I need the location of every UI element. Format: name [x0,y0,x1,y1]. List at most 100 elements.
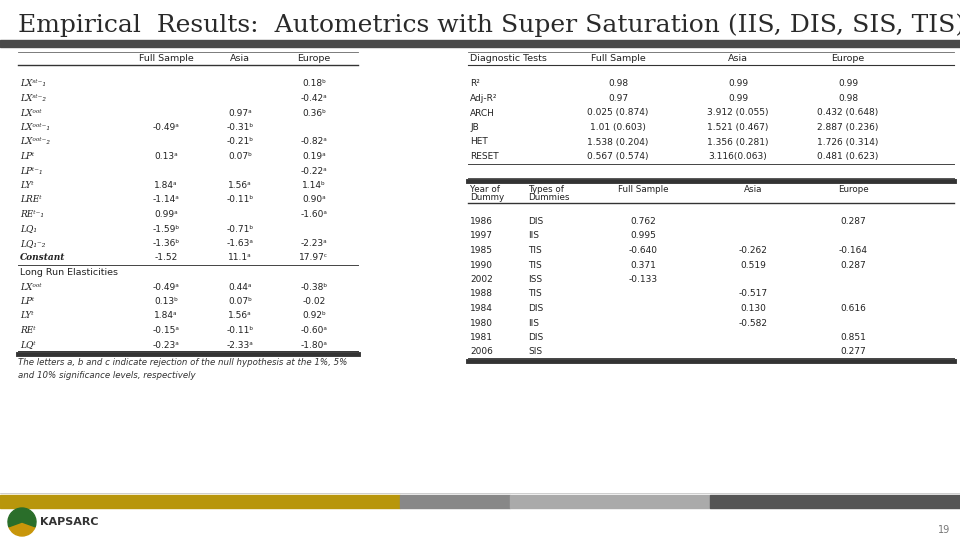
Text: 1.356 (0.281): 1.356 (0.281) [708,138,769,146]
Text: Dummy: Dummy [470,192,504,201]
Text: -1.14ᵃ: -1.14ᵃ [153,195,180,205]
Text: LXᵒᵒᵗ⁻₂: LXᵒᵒᵗ⁻₂ [20,138,50,146]
Text: -0.49ᵃ: -0.49ᵃ [153,282,180,292]
Text: SIS: SIS [528,348,542,356]
Text: 0.99: 0.99 [728,94,748,103]
Text: LREᵗ: LREᵗ [20,195,41,205]
Text: 0.98: 0.98 [838,94,858,103]
Text: -0.517: -0.517 [738,289,768,299]
Text: Asia: Asia [728,54,748,63]
Text: -0.71ᵇ: -0.71ᵇ [227,225,253,233]
Text: LYᵗ: LYᵗ [20,181,34,190]
Text: DIS: DIS [528,304,543,313]
Text: 0.481 (0.623): 0.481 (0.623) [817,152,878,161]
Text: 1986: 1986 [470,217,493,226]
Text: -1.36ᵇ: -1.36ᵇ [153,239,180,248]
Text: 0.13ᵃ: 0.13ᵃ [155,152,178,161]
Text: Adj-R²: Adj-R² [470,94,497,103]
Text: 0.92ᵇ: 0.92ᵇ [302,312,326,321]
Text: LPᵗ⁻₁: LPᵗ⁻₁ [20,166,42,176]
Text: ARCH: ARCH [470,109,494,118]
Text: 1.84ᵃ: 1.84ᵃ [155,312,178,321]
Text: 3.116(0.063): 3.116(0.063) [708,152,767,161]
Text: 3.912 (0.055): 3.912 (0.055) [708,109,769,118]
Text: LXᵒᵒᵗ⁻₁: LXᵒᵒᵗ⁻₁ [20,123,50,132]
Text: LXᵒᵒᵗ: LXᵒᵒᵗ [20,109,41,118]
Text: 0.025 (0.874): 0.025 (0.874) [588,109,649,118]
Text: 0.99ᵃ: 0.99ᵃ [155,210,178,219]
Text: 0.432 (0.648): 0.432 (0.648) [817,109,878,118]
Text: -0.11ᵇ: -0.11ᵇ [227,326,253,335]
Text: KAPSARC: KAPSARC [40,517,99,527]
Text: HET: HET [470,138,488,146]
Text: -1.52: -1.52 [155,253,178,262]
Text: 0.371: 0.371 [630,260,656,269]
Text: DIS: DIS [528,217,543,226]
Wedge shape [8,508,36,527]
Text: 0.130: 0.130 [740,304,766,313]
Text: LXᵒᵒᵗ: LXᵒᵒᵗ [20,282,41,292]
Text: 0.36ᵇ: 0.36ᵇ [302,109,326,118]
Bar [400,495,510,508]
Text: 1997: 1997 [470,232,493,240]
Text: 0.995: 0.995 [630,232,656,240]
Text: 1.521 (0.467): 1.521 (0.467) [708,123,769,132]
Text: 1988: 1988 [470,289,493,299]
Text: LQᵗ: LQᵗ [20,341,36,349]
Text: -0.11ᵇ: -0.11ᵇ [227,195,253,205]
Text: ISS: ISS [528,275,542,284]
Text: LPᵗ: LPᵗ [20,297,35,306]
Text: The letters a, b and c indicate rejection of the null hypothesis at the 1%, 5%
a: The letters a, b and c indicate rejectio… [18,358,348,380]
Text: Empirical  Results:  Autometrics with Super Saturation (IIS, DIS, SIS, TIS): Empirical Results: Autometrics with Supe… [18,13,960,37]
Text: Asia: Asia [230,54,250,63]
Text: TIS: TIS [528,289,541,299]
Text: 0.18ᵇ: 0.18ᵇ [302,79,326,89]
Text: Europe: Europe [838,185,868,193]
Text: Constant: Constant [20,253,65,262]
Text: 0.07ᵇ: 0.07ᵇ [228,152,252,161]
Text: 0.19ᵃ: 0.19ᵃ [302,152,325,161]
Bar [510,495,710,508]
Text: -0.15ᵃ: -0.15ᵃ [153,326,180,335]
Text: -0.23ᵃ: -0.23ᵃ [153,341,180,349]
Text: -1.60ᵃ: -1.60ᵃ [300,210,327,219]
Text: 0.851: 0.851 [840,333,866,342]
Text: -0.22ᵃ: -0.22ᵃ [300,166,327,176]
Text: 0.90ᵃ: 0.90ᵃ [302,195,325,205]
Text: 0.287: 0.287 [840,260,866,269]
Text: 0.44ᵃ: 0.44ᵃ [228,282,252,292]
Text: -0.38ᵇ: -0.38ᵇ [300,282,327,292]
Text: 17.97ᶜ: 17.97ᶜ [300,253,328,262]
Text: -0.42ᵃ: -0.42ᵃ [300,94,327,103]
Text: -0.640: -0.640 [629,246,658,255]
Text: 1.56ᵃ: 1.56ᵃ [228,312,252,321]
Text: 1985: 1985 [470,246,493,255]
Text: -0.60ᵃ: -0.60ᵃ [300,326,327,335]
Text: 0.98: 0.98 [608,79,628,89]
Text: -2.33ᵃ: -2.33ᵃ [227,341,253,349]
Text: 1.84ᵃ: 1.84ᵃ [155,181,178,190]
Text: -2.23ᵃ: -2.23ᵃ [300,239,327,248]
Text: 0.13ᵇ: 0.13ᵇ [154,297,178,306]
Text: -0.262: -0.262 [738,246,767,255]
Text: IIS: IIS [528,319,539,327]
Text: -1.80ᵃ: -1.80ᵃ [300,341,327,349]
Text: LQ₁⁻₂: LQ₁⁻₂ [20,239,45,248]
Text: Diagnostic Tests: Diagnostic Tests [470,54,547,63]
Text: -0.02: -0.02 [302,297,325,306]
Text: RESET: RESET [470,152,498,161]
Text: LXˢᵗ⁻₁: LXˢᵗ⁻₁ [20,79,46,89]
Text: -1.59ᵇ: -1.59ᵇ [153,225,180,233]
Text: -0.582: -0.582 [738,319,767,327]
Text: TIS: TIS [528,260,541,269]
Text: LPᵗ: LPᵗ [20,152,35,161]
Text: Year of: Year of [470,185,500,193]
Text: 0.07ᵇ: 0.07ᵇ [228,297,252,306]
Text: LYᵗ: LYᵗ [20,312,34,321]
Text: DIS: DIS [528,333,543,342]
Text: R²: R² [470,79,480,89]
Text: -0.49ᵃ: -0.49ᵃ [153,123,180,132]
Text: 1.14ᵇ: 1.14ᵇ [302,181,326,190]
Bar [0,40,960,47]
Text: 2002: 2002 [470,275,492,284]
